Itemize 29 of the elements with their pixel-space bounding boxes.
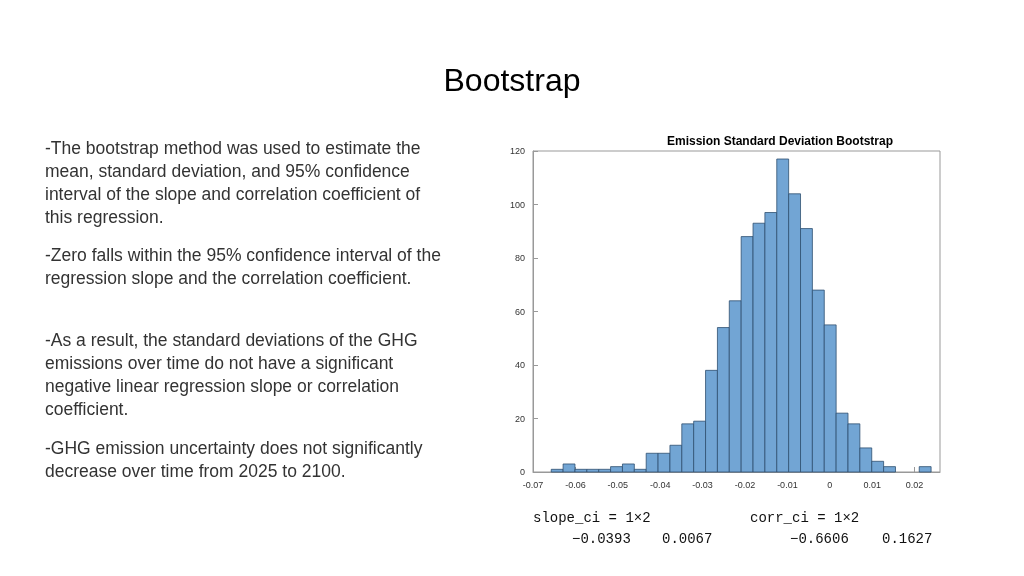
- x-tick-label: 0: [827, 479, 833, 490]
- text: 0.1627: [882, 531, 933, 547]
- y-tick-label: 0: [519, 467, 525, 477]
- x-tick-label: 0.01: [863, 479, 881, 490]
- x-tick-label: -0.07: [522, 479, 544, 490]
- x-tick-label: -0.02: [734, 479, 756, 490]
- text: -As a result, the standard deviations of the GHG emissions over time do not have a significant negative linear regression slope or correlation coefficient.: [45, 329, 419, 421]
- x-tick-label: -0.01: [777, 479, 798, 490]
- text: -Zero falls within the 95% confidence interval of the regression slope and the correlation coefficient.: [45, 244, 442, 290]
- text: -The bootstrap method was used to estimate the mean, standard deviation, and 95% confidence interval of the slope and correlation coefficient of this regression.: [45, 137, 422, 229]
- x-tick-label: -0.03: [692, 479, 713, 490]
- x-tick-label: -0.06: [565, 479, 586, 490]
- y-tick-label: 40: [514, 360, 525, 370]
- x-tick-label: 0.02: [905, 479, 924, 490]
- chart-title: Bootstrap: [442, 62, 582, 99]
- text: slope_ci = 1×2: [533, 510, 651, 526]
- text: -GHG emission uncertainty does not significantly decrease over time from 2025 to 2100.: [45, 437, 424, 483]
- y-tick-label: 60: [514, 306, 525, 317]
- text: −0.0393: [572, 531, 631, 547]
- y-tick-label: 120: [509, 146, 525, 156]
- y-tick-label: 20: [514, 413, 525, 424]
- text: −0.6606: [790, 531, 849, 547]
- y-tick-label: 80: [514, 253, 525, 263]
- text: 0.0067: [662, 531, 713, 547]
- x-tick-label: -0.05: [607, 479, 629, 490]
- y-tick-label: 100: [509, 199, 525, 210]
- chart-subtitle: Emission Standard Deviation Bootstrap: [666, 134, 894, 148]
- text: corr_ci = 1×2: [750, 510, 860, 526]
- x-tick-label: -0.04: [649, 479, 671, 490]
